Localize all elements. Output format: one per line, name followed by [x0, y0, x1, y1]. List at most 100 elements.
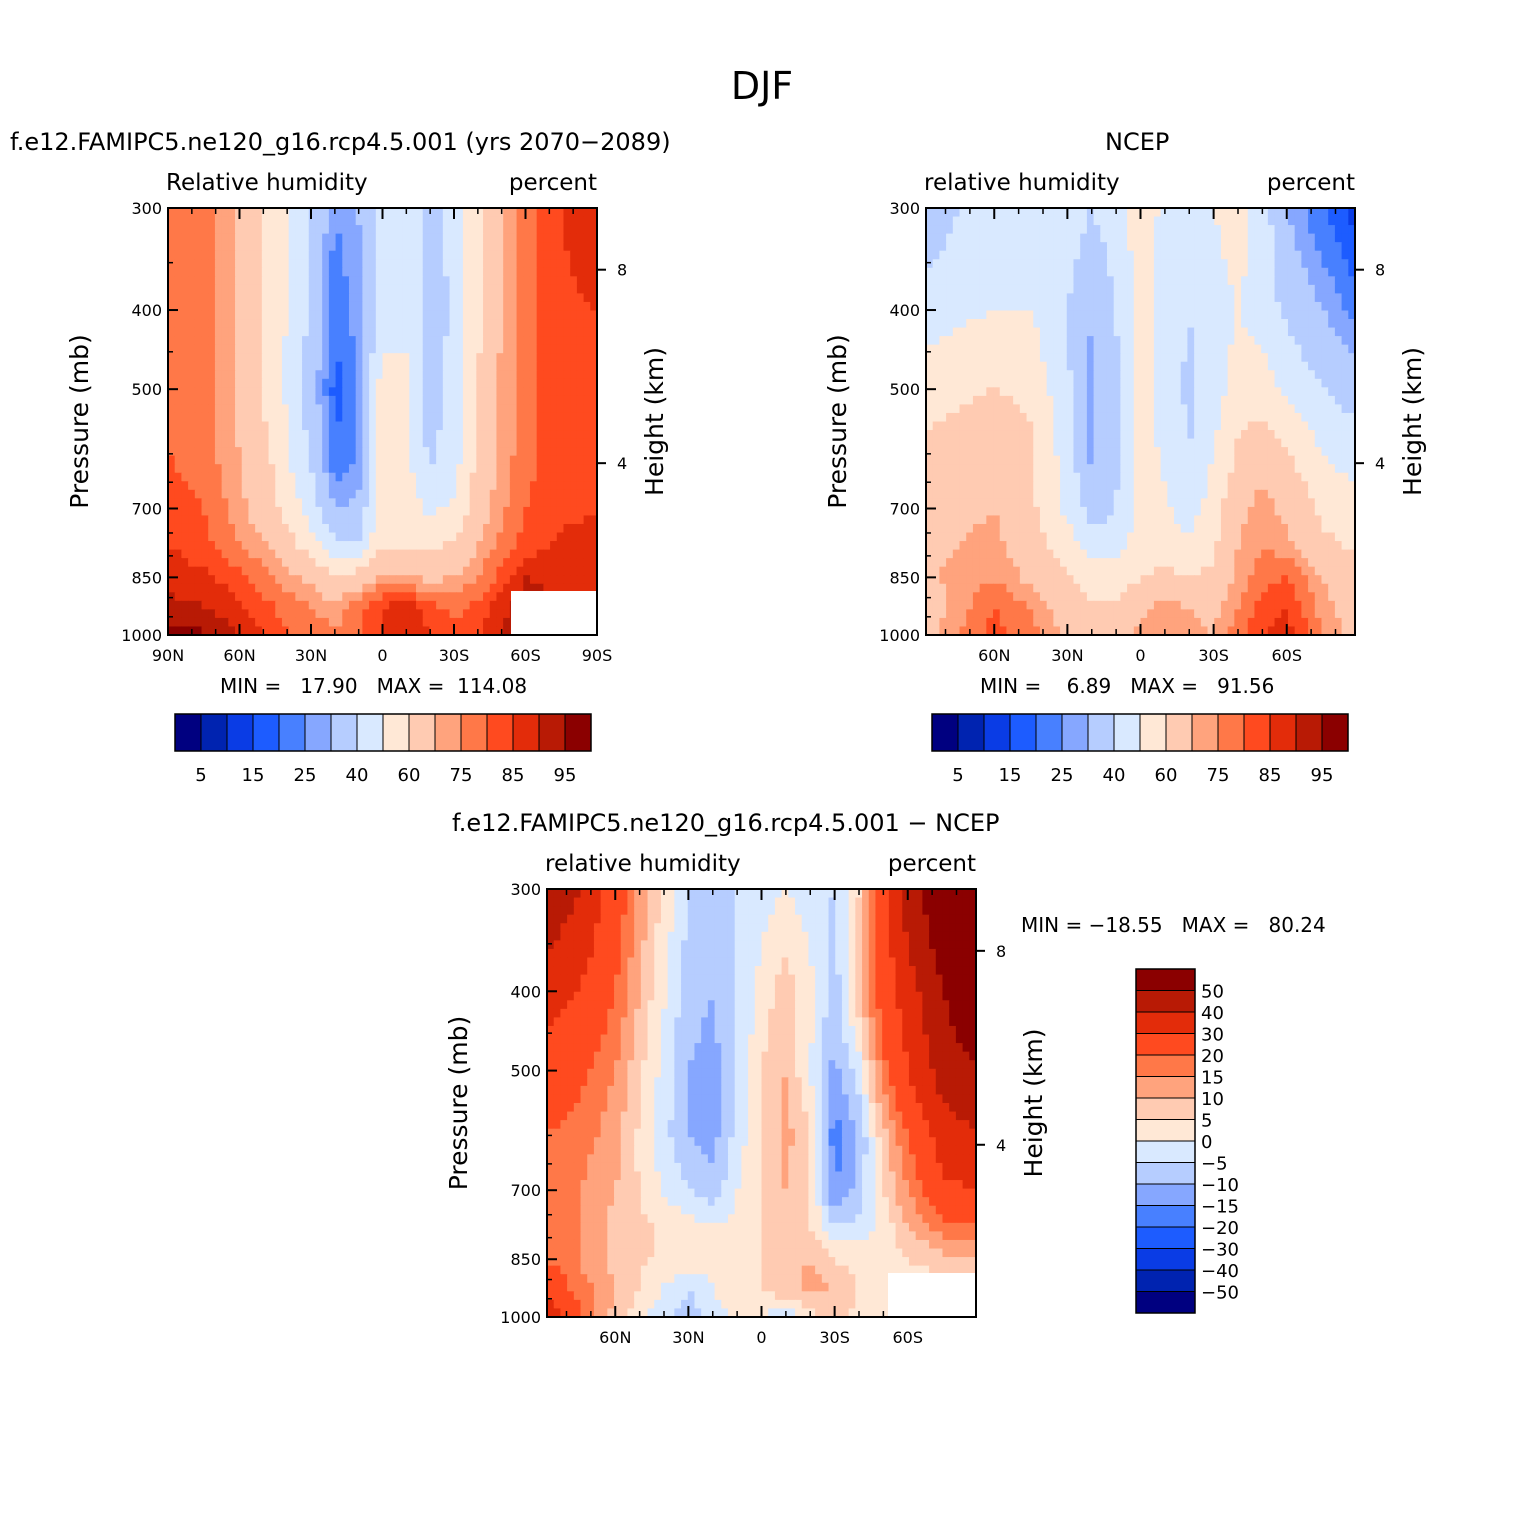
- heat-cell: [288, 276, 296, 286]
- heat-cell: [1261, 225, 1269, 235]
- heat-cell: [188, 498, 196, 508]
- heat-cell: [1080, 242, 1088, 252]
- heat-cell: [966, 353, 974, 363]
- heat-cell: [563, 430, 571, 440]
- heat-cell: [536, 216, 544, 226]
- heat-cell: [382, 301, 390, 312]
- heat-cell: [1254, 259, 1262, 269]
- heat-cell: [476, 412, 484, 423]
- heat-cell: [476, 216, 484, 226]
- heat-cell: [1167, 404, 1175, 414]
- heat-cell: [1053, 412, 1061, 423]
- heat-cell: [932, 370, 940, 380]
- heat-cell: [1133, 319, 1142, 329]
- heat-cell: [1261, 259, 1269, 269]
- heat-cell: [483, 455, 491, 465]
- heat-cell: [416, 344, 424, 354]
- heat-cell: [1180, 225, 1189, 235]
- heat-cell: [422, 515, 431, 525]
- heat-cell: [1207, 327, 1215, 337]
- heat-cell: [1006, 225, 1014, 235]
- heat-cell: [436, 489, 444, 499]
- heat-cell: [395, 617, 404, 628]
- heat-cell: [1167, 421, 1175, 431]
- heat-cell: [442, 481, 451, 491]
- heat-cell: [449, 233, 457, 243]
- heat-cell: [1153, 404, 1162, 414]
- heat-cell: [1046, 225, 1054, 235]
- heat-cell: [529, 541, 538, 551]
- heat-cell: [576, 310, 585, 320]
- heat-cell: [1194, 259, 1202, 269]
- heat-cell: [1160, 353, 1168, 363]
- heat-cell: [1019, 233, 1028, 243]
- heat-cell: [946, 421, 954, 431]
- heat-cell: [308, 506, 317, 517]
- heat-cell: [221, 438, 229, 448]
- heat-cell: [1167, 284, 1175, 294]
- heat-cell: [536, 301, 544, 312]
- heat-cell: [369, 592, 377, 602]
- heat-cell: [1274, 301, 1282, 312]
- heat-cell: [590, 404, 598, 414]
- heat-cell: [369, 472, 377, 482]
- heat-cell: [999, 404, 1008, 414]
- heat-cell: [302, 370, 310, 380]
- heat-cell: [993, 225, 1001, 235]
- heat-cell: [986, 370, 994, 380]
- heat-cell: [1046, 276, 1054, 286]
- heat-cell: [201, 344, 209, 354]
- heat-cell: [261, 455, 270, 465]
- heat-cell: [543, 575, 551, 585]
- heat-cell: [523, 387, 531, 397]
- heat-cell: [972, 361, 981, 371]
- heat-cell: [174, 438, 182, 448]
- heat-cell: [469, 319, 477, 329]
- heat-cell: [194, 532, 203, 542]
- heat-cell: [550, 447, 558, 457]
- heat-cell: [1334, 208, 1343, 218]
- heat-cell: [1308, 301, 1316, 312]
- heat-cell: [979, 370, 987, 380]
- heat-cell: [335, 276, 343, 286]
- heat-cell: [939, 378, 947, 388]
- heat-cell: [355, 609, 363, 619]
- heat-cell: [1227, 250, 1235, 260]
- heat-cell: [335, 336, 343, 346]
- heat-cell: [449, 472, 457, 482]
- heat-cell: [509, 523, 518, 534]
- heat-cell: [228, 378, 236, 388]
- heat-cell: [281, 387, 290, 397]
- heat-cell: [986, 353, 994, 363]
- heat-cell: [389, 293, 397, 303]
- heat-cell: [221, 600, 229, 610]
- heat-cell: [1287, 412, 1296, 423]
- heat-cell: [1120, 284, 1128, 294]
- heat-cell: [476, 404, 484, 414]
- heat-cell: [1174, 387, 1182, 397]
- heat-cell: [1187, 430, 1195, 440]
- heat-cell: [529, 301, 538, 312]
- heat-cell: [389, 481, 397, 491]
- heat-cell: [1241, 378, 1249, 388]
- heat-cell: [1120, 387, 1128, 397]
- heat-cell: [422, 216, 431, 226]
- heat-cell: [315, 592, 323, 602]
- heat-cell: [201, 421, 209, 431]
- heat-cell: [1019, 208, 1028, 218]
- heat-cell: [208, 549, 216, 559]
- heat-cell: [1241, 267, 1249, 277]
- heat-cell: [483, 532, 491, 542]
- heat-cell: [295, 344, 303, 354]
- heat-cell: [529, 259, 538, 269]
- heat-cell: [1093, 293, 1101, 303]
- heat-cell: [362, 361, 370, 371]
- heat-cell: [1167, 395, 1175, 406]
- heat-cell: [1053, 216, 1061, 226]
- heat-cell: [241, 242, 250, 252]
- heat-cell: [355, 438, 363, 448]
- heat-cell: [302, 472, 310, 482]
- heat-cell: [456, 233, 464, 243]
- heat-cell: [342, 558, 350, 568]
- heat-cell: [456, 301, 464, 312]
